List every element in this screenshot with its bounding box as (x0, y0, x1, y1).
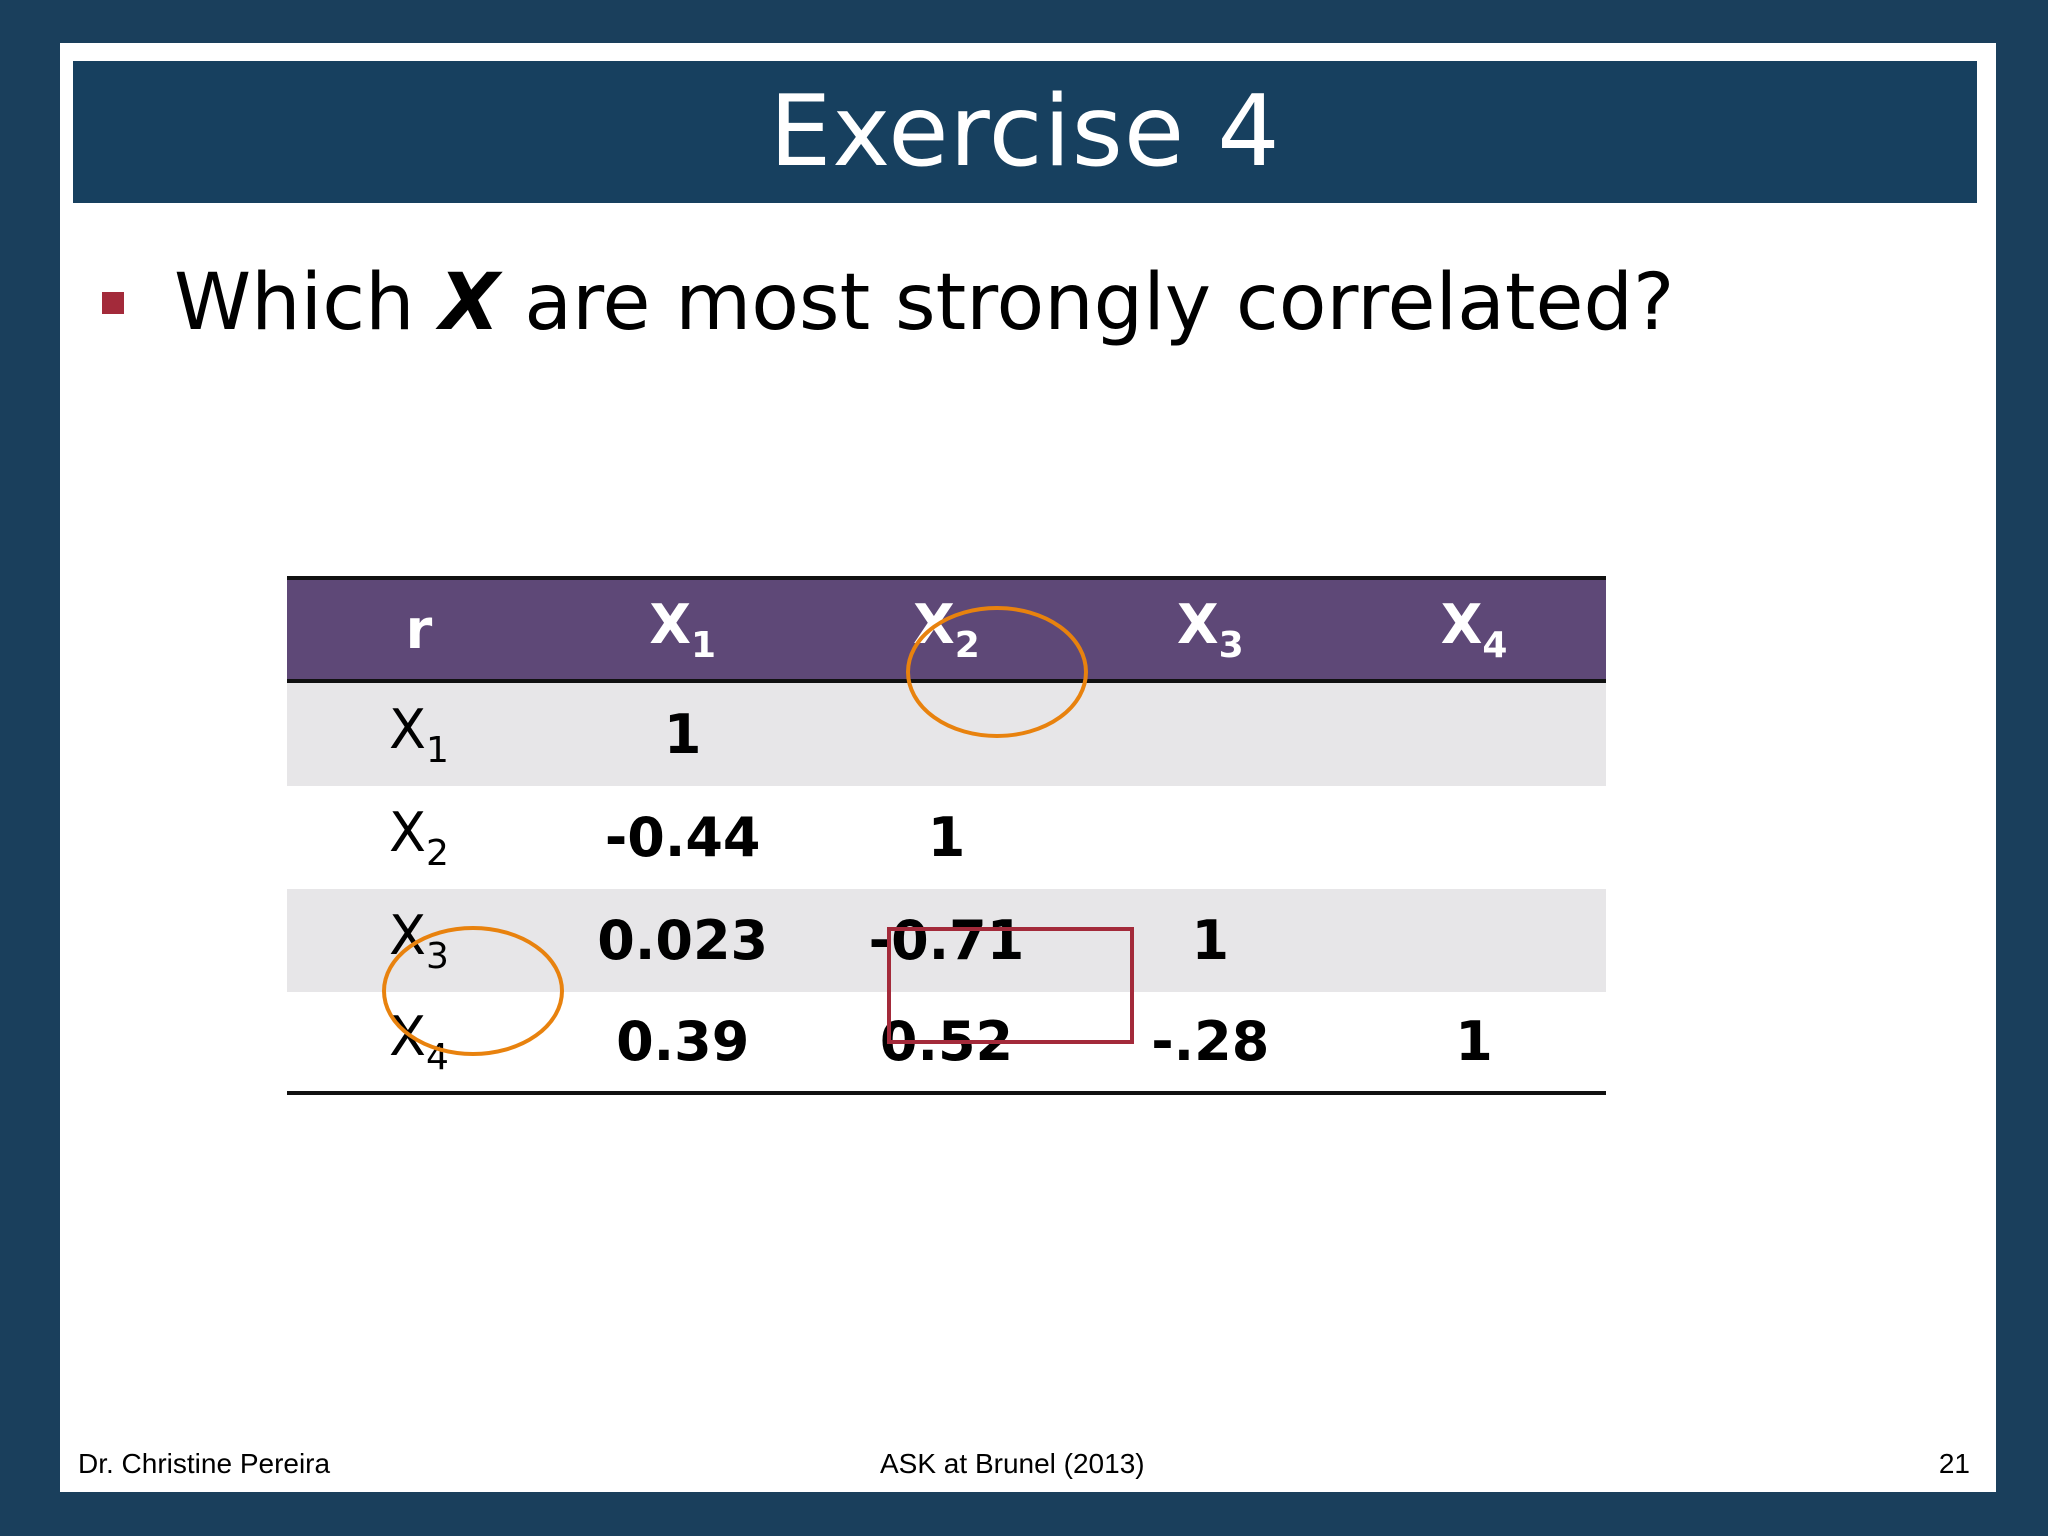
table-row: X1 1 (287, 683, 1606, 786)
table-header-row: r X1 X2 X3 X4 (287, 576, 1606, 683)
slide-title: Exercise 4 (769, 75, 1281, 189)
footer-page-number: 21 (1938, 1448, 1970, 1479)
row-label: X1 (388, 698, 449, 771)
table-cell: -.28 (1151, 1010, 1270, 1073)
row-label: X2 (388, 801, 449, 874)
table-cell: 1 (663, 703, 702, 766)
table-cell: 1 (1191, 909, 1230, 972)
table-row: X3 0.023 -0.71 1 (287, 889, 1606, 992)
table-cell: 0.52 (879, 1010, 1014, 1073)
row-label: X4 (388, 1005, 449, 1078)
bullet-square-icon (102, 292, 124, 314)
table-cell: -0.44 (604, 806, 761, 869)
table-cell-highlighted: -0.71 (868, 909, 1025, 972)
footer-event: ASK at Brunel (2013) (880, 1448, 1145, 1479)
title-bar: Exercise 4 (73, 61, 1977, 203)
header-corner: r (405, 598, 433, 661)
header-x2: X2 (913, 593, 980, 666)
row-label: X3 (388, 904, 449, 977)
header-x3: X3 (1176, 593, 1244, 666)
bullet-item: Which X are most strongly correlated? (102, 258, 1674, 348)
footer-author: Dr. Christine Pereira (78, 1448, 331, 1479)
table-row: X2 -0.44 1 (287, 786, 1606, 889)
table-cell: 0.39 (616, 1010, 750, 1073)
table-cell: 1 (1455, 1010, 1493, 1073)
table-cell: 1 (927, 806, 966, 869)
table-cell: 0.023 (597, 909, 769, 972)
header-x1: X1 (649, 593, 717, 666)
correlation-table: r X1 X2 X3 X4 X1 1 X2 -0.44 1 X3 0.023 -… (287, 576, 1606, 1095)
table-row: X4 0.39 0.52 -.28 1 (287, 992, 1606, 1095)
header-x4: X4 (1440, 593, 1508, 666)
bullet-text: Which X are most strongly correlated? (174, 258, 1675, 348)
